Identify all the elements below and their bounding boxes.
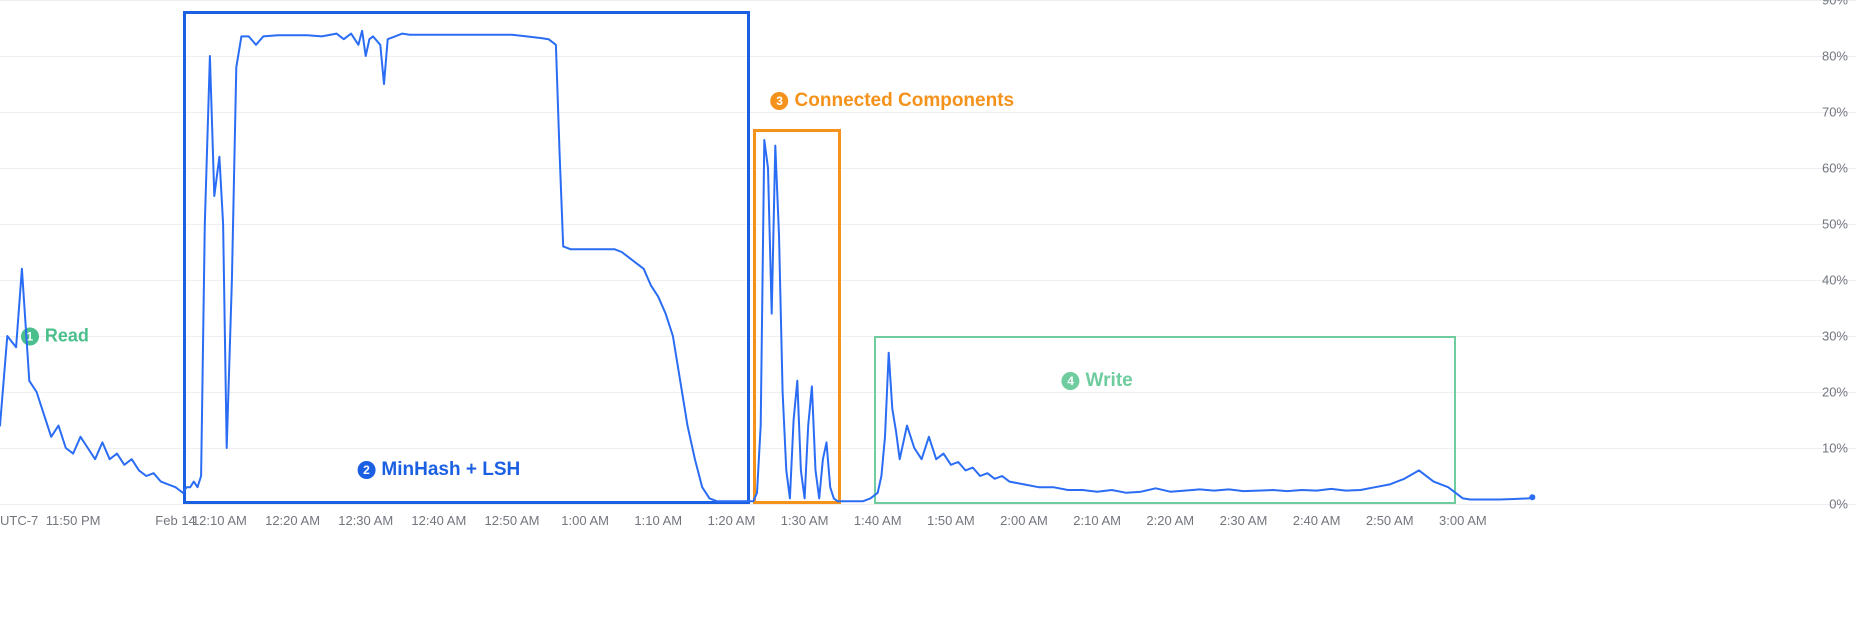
phase-number-badge: 2 xyxy=(357,461,375,479)
x-axis-tick-label: 1:10 AM xyxy=(634,513,682,528)
phase-annotation-minhash-lsh: 2 MinHash + LSH xyxy=(357,459,520,481)
phase-label: Read xyxy=(45,326,89,347)
x-axis-tick-label: 2:00 AM xyxy=(1000,513,1048,528)
phase-annotation-connected-components: 3 Connected Components xyxy=(771,90,1015,112)
gridline xyxy=(0,0,1856,1)
x-axis-tick-label: 3:00 AM xyxy=(1439,513,1487,528)
y-axis-tick-label: 0% xyxy=(1829,497,1848,512)
series-end-marker xyxy=(1529,494,1535,500)
x-axis-tick-label: 2:50 AM xyxy=(1366,513,1414,528)
phase-label: Write xyxy=(1086,370,1133,392)
x-axis-tick-label: 2:30 AM xyxy=(1220,513,1268,528)
phase-number-badge: 4 xyxy=(1062,372,1080,390)
x-axis-tick-label: 12:40 AM xyxy=(411,513,466,528)
y-axis-tick-label: 20% xyxy=(1822,385,1848,400)
x-axis-tick-label: 2:40 AM xyxy=(1293,513,1341,528)
x-axis-tick-label: Feb 14 xyxy=(155,513,195,528)
y-axis-tick-label: 80% xyxy=(1822,49,1848,64)
gridline xyxy=(0,504,1856,505)
x-axis-tick-label: 1:30 AM xyxy=(781,513,829,528)
phase-annotation-read: 1 Read xyxy=(21,326,89,347)
phase-label: Connected Components xyxy=(795,90,1015,112)
timeseries-chart: 0%10%20%30%40%50%60%70%80%90%UTC-711:50 … xyxy=(0,0,1856,634)
phase-annotation-write: 4 Write xyxy=(1062,370,1133,392)
y-axis-tick-label: 70% xyxy=(1822,105,1848,120)
y-axis-tick-label: 60% xyxy=(1822,161,1848,176)
phase-label: MinHash + LSH xyxy=(381,459,520,481)
y-axis-tick-label: 30% xyxy=(1822,329,1848,344)
x-axis-tick-label: 12:10 AM xyxy=(192,513,247,528)
phase-box-write xyxy=(874,336,1455,504)
phase-number-badge: 1 xyxy=(21,327,39,345)
x-axis-tick-label: 12:20 AM xyxy=(265,513,320,528)
y-axis-tick-label: 40% xyxy=(1822,273,1848,288)
x-axis-tick-label: 12:30 AM xyxy=(338,513,393,528)
x-axis-tick-label: 11:50 PM xyxy=(46,513,101,528)
x-axis-tick-label: 1:20 AM xyxy=(708,513,756,528)
y-axis-tick-label: 90% xyxy=(1822,0,1848,8)
x-axis-tick-label: 2:10 AM xyxy=(1073,513,1121,528)
y-axis-tick-label: 50% xyxy=(1822,217,1848,232)
x-axis-tick-label: 12:50 AM xyxy=(485,513,540,528)
x-axis-tick-label: 1:50 AM xyxy=(927,513,975,528)
x-axis-tick-label: 1:40 AM xyxy=(854,513,902,528)
phase-number-badge: 3 xyxy=(771,92,789,110)
y-axis-tick-label: 10% xyxy=(1822,441,1848,456)
phase-box-minhash-lsh xyxy=(183,11,750,504)
x-axis-tick-label: UTC-7 xyxy=(0,513,38,528)
x-axis-tick-label: 1:00 AM xyxy=(561,513,609,528)
phase-box-connected-components xyxy=(753,129,841,504)
x-axis-tick-label: 2:20 AM xyxy=(1146,513,1194,528)
